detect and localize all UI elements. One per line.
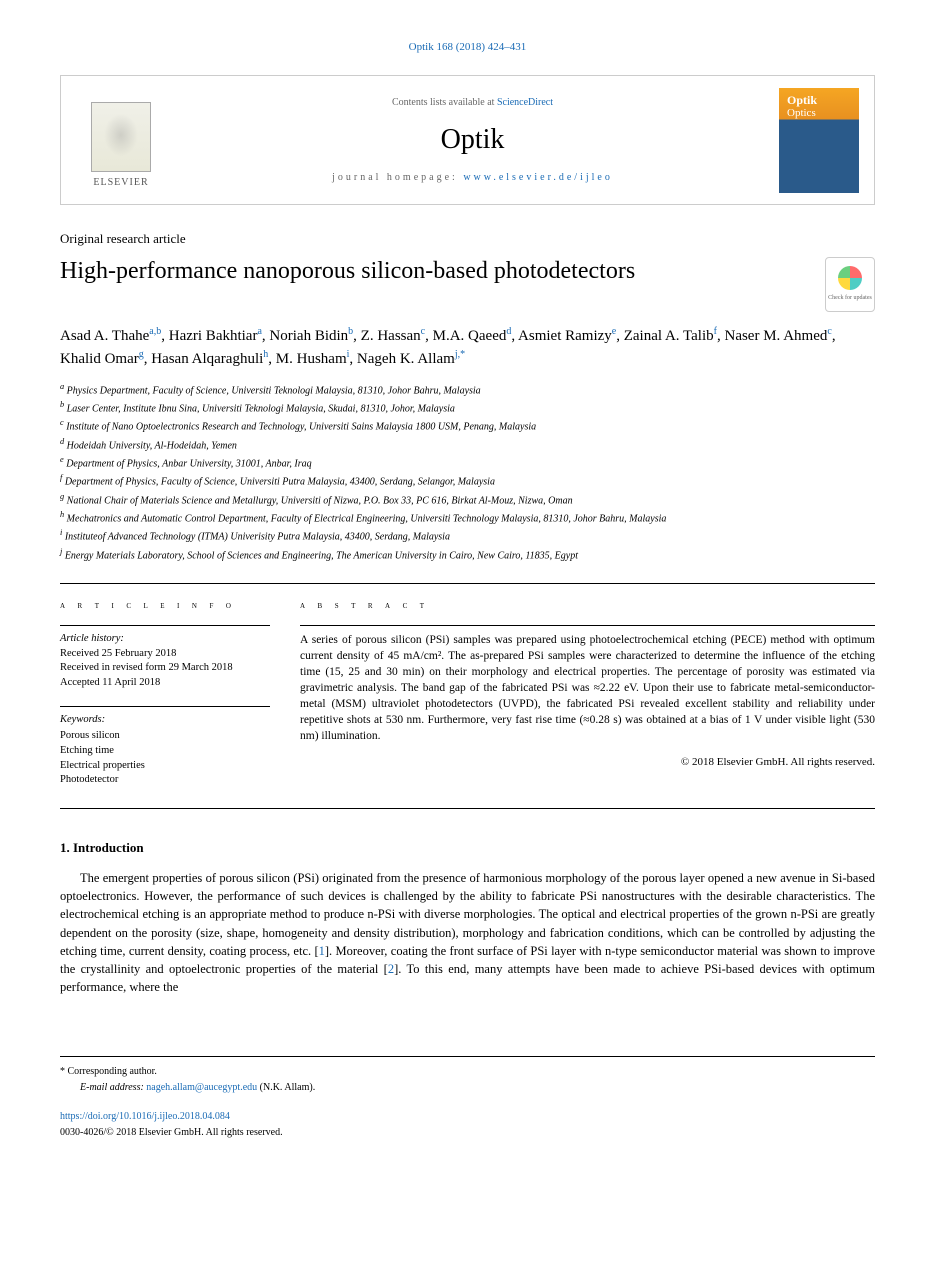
affiliation-item: c Institute of Nano Optoelectronics Rese… bbox=[60, 417, 875, 434]
abstract-column: a b s t r a c t A series of porous silic… bbox=[300, 599, 875, 788]
check-updates-label: Check for updates bbox=[828, 294, 872, 302]
affiliation-item: a Physics Department, Faculty of Science… bbox=[60, 381, 875, 398]
history-item: Accepted 11 April 2018 bbox=[60, 676, 270, 691]
doi-link[interactable]: https://doi.org/10.1016/j.ijleo.2018.04.… bbox=[60, 1110, 875, 1124]
article-title: High-performance nanoporous silicon-base… bbox=[60, 257, 805, 286]
affiliation-item: e Department of Physics, Anbar Universit… bbox=[60, 454, 875, 471]
corresponding-author: * Corresponding author. bbox=[60, 1065, 875, 1079]
publisher-logo: ELSEVIER bbox=[76, 90, 166, 190]
affiliations-list: a Physics Department, Faculty of Science… bbox=[60, 381, 875, 563]
title-row: High-performance nanoporous silicon-base… bbox=[60, 257, 875, 312]
keyword-item: Etching time bbox=[60, 744, 270, 759]
history-label: Article history: bbox=[60, 632, 270, 647]
section-1-body: The emergent properties of porous silico… bbox=[60, 869, 875, 996]
contents-line: Contents lists available at ScienceDirec… bbox=[166, 96, 779, 110]
email-line: E-mail address: nageh.allam@aucegypt.edu… bbox=[80, 1081, 875, 1095]
homepage-prefix: journal homepage: bbox=[332, 172, 463, 183]
article-info-heading: a r t i c l e i n f o bbox=[60, 599, 270, 613]
keyword-item: Photodetector bbox=[60, 773, 270, 788]
article-info-column: a r t i c l e i n f o Article history: R… bbox=[60, 599, 270, 788]
abstract-text: A series of porous silicon (PSi) samples… bbox=[300, 625, 875, 745]
affiliation-item: j Energy Materials Laboratory, School of… bbox=[60, 546, 875, 563]
sciencedirect-link[interactable]: ScienceDirect bbox=[497, 97, 553, 108]
keyword-item: Porous silicon bbox=[60, 729, 270, 744]
affiliation-item: b Laser Center, Institute Ibnu Sina, Uni… bbox=[60, 399, 875, 416]
affiliation-item: d Hodeidah University, Al-Hodeidah, Yeme… bbox=[60, 436, 875, 453]
keywords-label: Keywords: bbox=[60, 713, 270, 728]
publisher-name: ELSEVIER bbox=[93, 176, 148, 190]
affiliation-item: i Instituteof Advanced Technology (ITMA)… bbox=[60, 527, 875, 544]
elsevier-tree-icon bbox=[91, 102, 151, 172]
top-citation: Optik 168 (2018) 424–431 bbox=[60, 40, 875, 55]
homepage-line: journal homepage: www.elsevier.de/ijleo bbox=[166, 171, 779, 185]
crossmark-icon bbox=[838, 266, 862, 290]
footer-section: * Corresponding author. E-mail address: … bbox=[60, 1056, 875, 1140]
journal-header: ELSEVIER Contents lists available at Sci… bbox=[60, 75, 875, 205]
history-item: Received in revised form 29 March 2018 bbox=[60, 661, 270, 676]
intro-paragraph: The emergent properties of porous silico… bbox=[60, 869, 875, 996]
affiliation-item: g National Chair of Materials Science an… bbox=[60, 491, 875, 508]
journal-name: Optik bbox=[166, 120, 779, 159]
authors-list: Asad A. Thahea,b, Hazri Bakhtiara, Noria… bbox=[60, 324, 875, 371]
history-item: Received 25 February 2018 bbox=[60, 647, 270, 662]
journal-cover-thumbnail bbox=[779, 88, 859, 193]
corresponding-email[interactable]: nageh.allam@aucegypt.edu bbox=[146, 1082, 257, 1093]
header-center: Contents lists available at ScienceDirec… bbox=[166, 96, 779, 185]
article-type: Original research article bbox=[60, 230, 875, 248]
affiliation-item: h Mechatronics and Automatic Control Dep… bbox=[60, 509, 875, 526]
abstract-heading: a b s t r a c t bbox=[300, 599, 875, 613]
homepage-link[interactable]: www.elsevier.de/ijleo bbox=[463, 172, 613, 183]
affiliation-item: f Department of Physics, Faculty of Scie… bbox=[60, 472, 875, 489]
email-suffix: (N.K. Allam). bbox=[257, 1082, 315, 1093]
issn-copyright: 0030-4026/© 2018 Elsevier GmbH. All righ… bbox=[60, 1126, 875, 1140]
keyword-item: Electrical properties bbox=[60, 759, 270, 774]
check-updates-badge[interactable]: Check for updates bbox=[825, 257, 875, 312]
info-abstract-section: a r t i c l e i n f o Article history: R… bbox=[60, 583, 875, 809]
email-label: E-mail address: bbox=[80, 1082, 146, 1093]
contents-prefix: Contents lists available at bbox=[392, 97, 497, 108]
keywords-block: Keywords: Porous siliconEtching timeElec… bbox=[60, 706, 270, 788]
abstract-copyright: © 2018 Elsevier GmbH. All rights reserve… bbox=[300, 755, 875, 770]
history-block: Article history: Received 25 February 20… bbox=[60, 625, 270, 691]
section-1-heading: 1. Introduction bbox=[60, 839, 875, 857]
